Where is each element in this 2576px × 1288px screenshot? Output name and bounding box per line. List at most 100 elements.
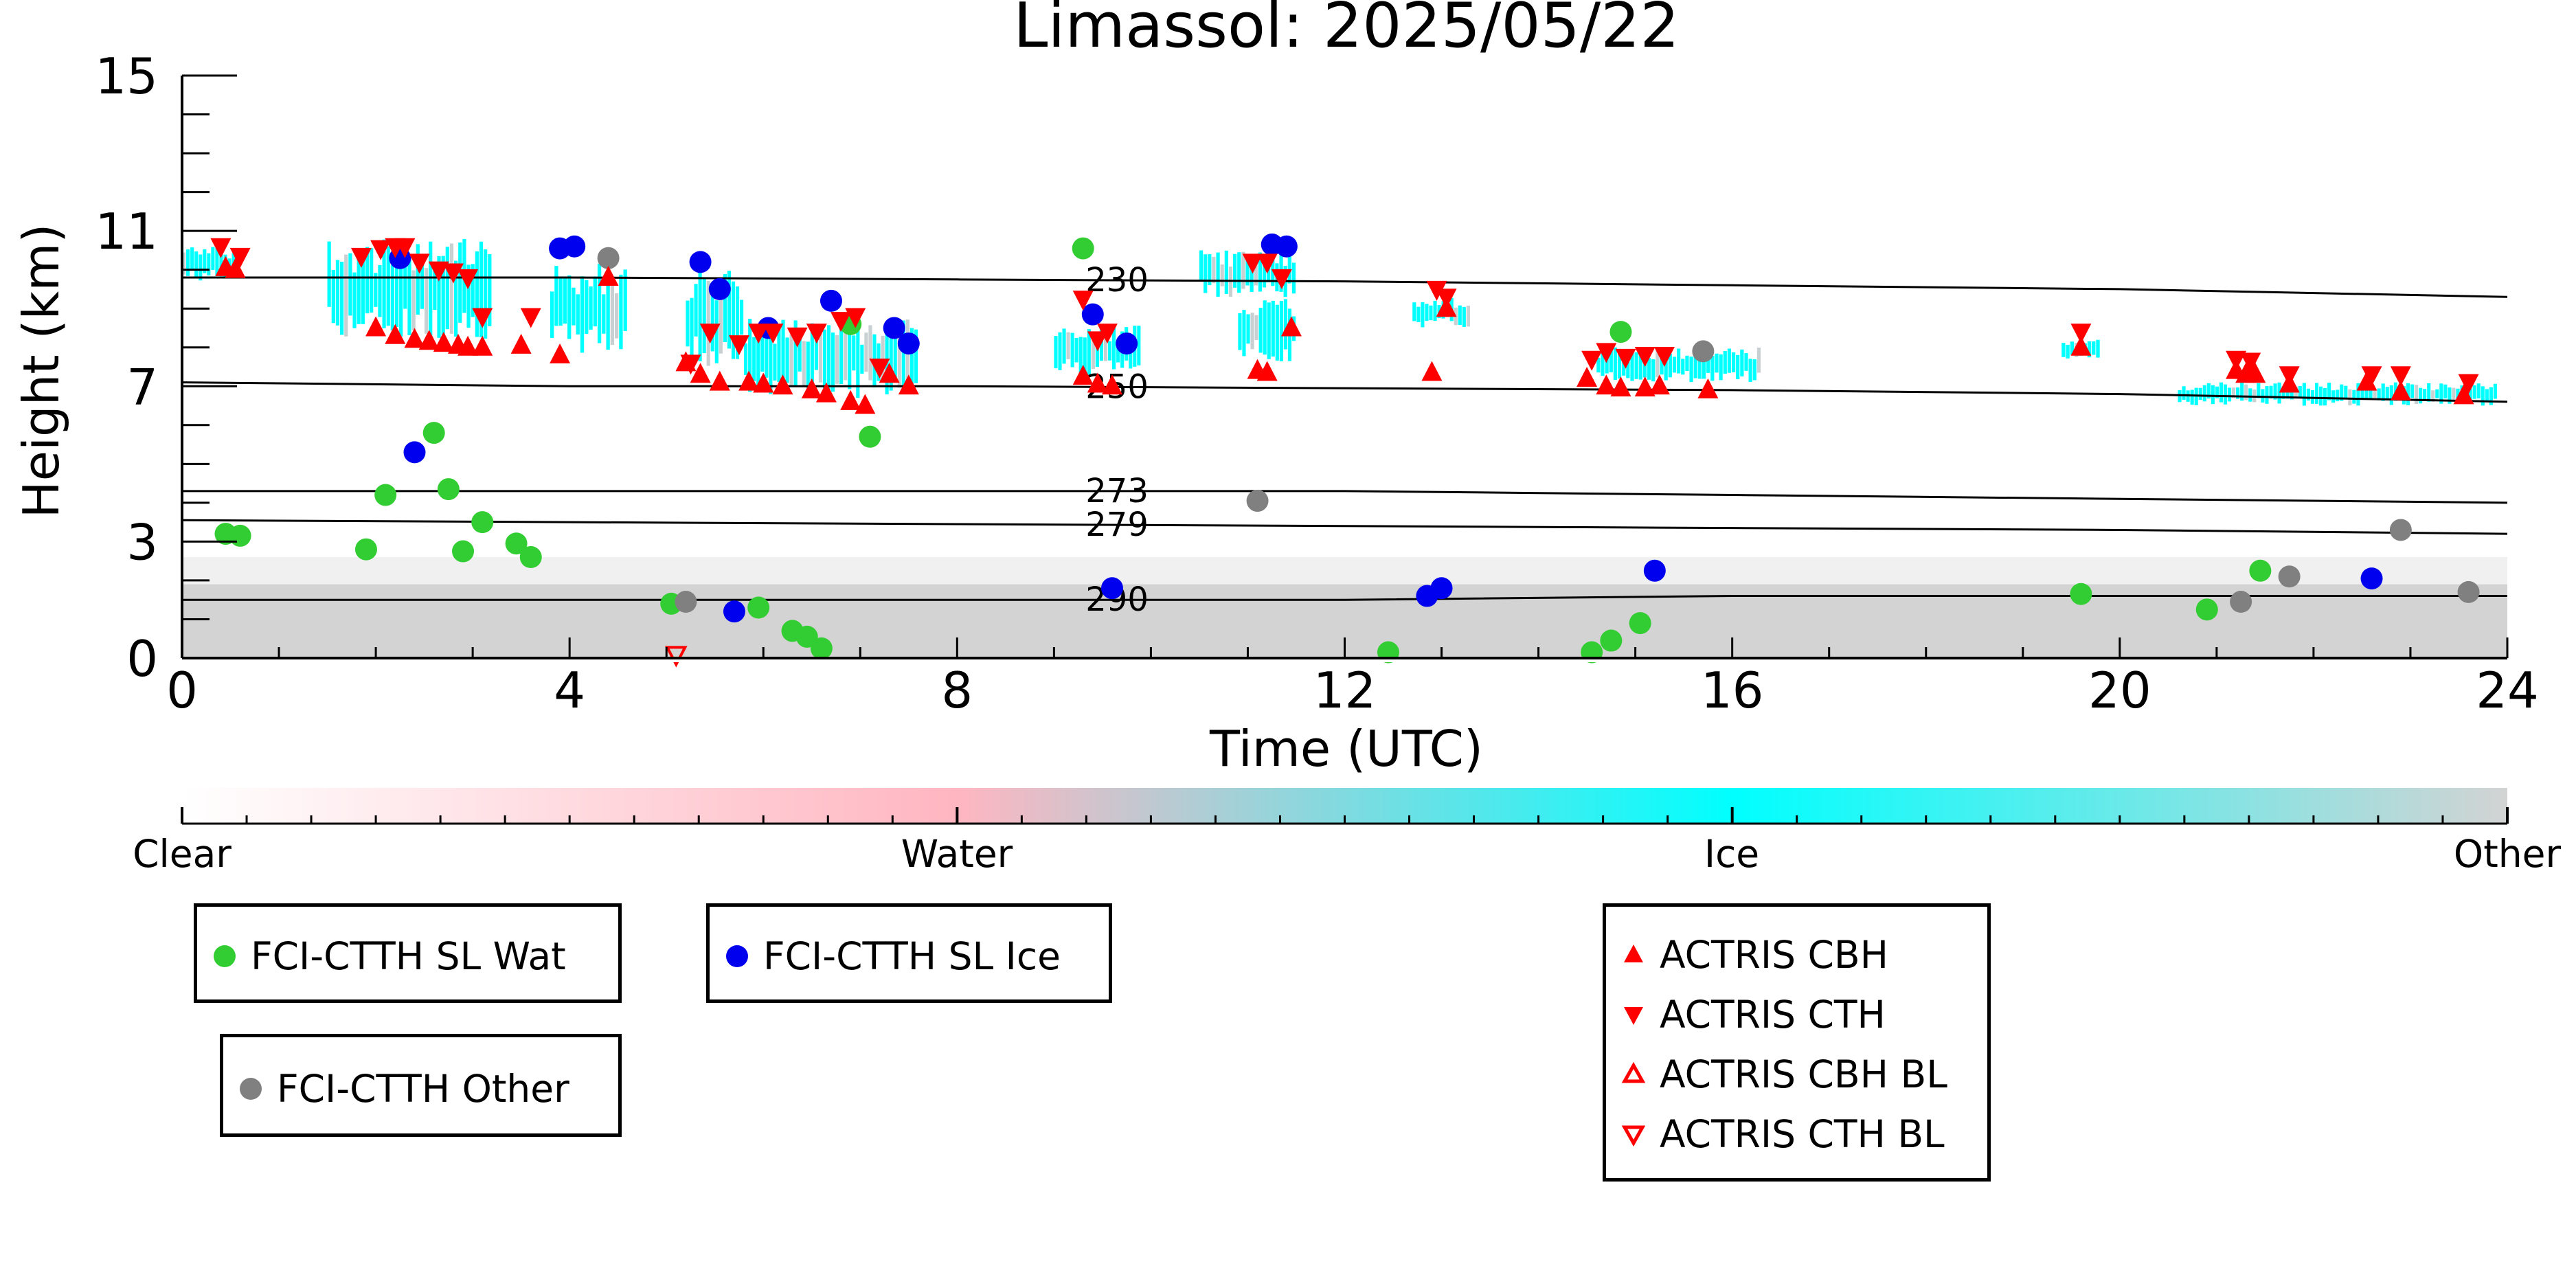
- isotherm-label-230: 230: [1085, 261, 1149, 300]
- data-point: [2278, 565, 2301, 588]
- data-point: [840, 389, 861, 410]
- x-tick-label: 24: [2476, 662, 2539, 719]
- data-point: [810, 637, 833, 659]
- data-point: [365, 316, 387, 337]
- data-point: [897, 332, 920, 355]
- data-point: [409, 253, 430, 274]
- legend-label-actris-cbh: ACTRIS CBH: [1660, 933, 1888, 977]
- isotherm-label-273: 273: [1085, 472, 1149, 510]
- data-point: [2195, 598, 2218, 621]
- data-point: [563, 235, 586, 258]
- data-point: [1072, 291, 1094, 311]
- legend-actris: ACTRIS CBH ACTRIS CTH ACTRIS CBH BL ACTR…: [1603, 903, 1991, 1182]
- data-point: [354, 538, 377, 561]
- isotherm-label-279: 279: [1085, 506, 1149, 544]
- isotherm-279: [181, 519, 2508, 535]
- data-point: [747, 596, 770, 619]
- green-circle-icon: [214, 945, 236, 967]
- data-point: [519, 546, 542, 569]
- data-point: [229, 524, 251, 547]
- data-point: [2230, 591, 2252, 613]
- x-tick-label: 8: [941, 662, 973, 719]
- data-point: [1426, 280, 1447, 301]
- data-point: [428, 261, 449, 282]
- data-point: [1087, 331, 1108, 352]
- legend-label-actris-cth: ACTRIS CTH: [1660, 993, 1886, 1037]
- blue-circle-icon: [726, 945, 748, 967]
- data-point: [1242, 253, 1263, 274]
- data-point: [855, 394, 876, 414]
- data-point: [2245, 363, 2266, 383]
- data-point: [708, 278, 731, 300]
- data-point: [1634, 347, 1656, 368]
- data-point: [845, 308, 866, 328]
- triangle-up-open-icon: [1621, 1061, 1646, 1083]
- data-point: [597, 247, 620, 269]
- data-point: [1697, 378, 1719, 398]
- series-6: [665, 646, 688, 668]
- data-point: [2390, 380, 2411, 400]
- data-point: [1600, 629, 1623, 652]
- y-tick-label: 7: [126, 358, 158, 416]
- cloud-region-ice: [550, 263, 627, 353]
- data-point: [1653, 347, 1675, 368]
- data-point: [2453, 384, 2474, 405]
- data-point: [1087, 372, 1108, 393]
- data-point: [1072, 365, 1094, 385]
- data-point: [2070, 324, 2092, 344]
- data-point: [1072, 237, 1094, 260]
- y-tick-label: 3: [126, 513, 158, 571]
- data-point: [452, 540, 475, 563]
- data-point: [2360, 567, 2383, 590]
- data-point: [689, 251, 712, 273]
- data-point: [709, 370, 730, 391]
- colorbar-label-other: Other: [2454, 832, 2562, 876]
- data-point: [1256, 361, 1278, 381]
- data-point: [748, 324, 769, 344]
- data-point: [1275, 235, 1298, 258]
- data-point: [1102, 374, 1122, 395]
- data-point: [2070, 583, 2092, 605]
- data-point: [370, 240, 392, 260]
- data-point: [422, 422, 445, 444]
- data-point: [690, 363, 711, 383]
- data-point: [1280, 316, 1302, 337]
- data-point: [2389, 519, 2412, 541]
- data-point: [433, 332, 454, 352]
- data-point: [2390, 366, 2411, 387]
- data-point: [472, 335, 493, 356]
- colorbar-label-clear: Clear: [133, 832, 231, 876]
- data-point: [680, 354, 701, 375]
- legend-label-actris-cth-bl: ACTRIS CTH BL: [1660, 1112, 1945, 1156]
- x-axis-label: Time (UTC): [1209, 720, 1483, 778]
- colorbar-label-ice: Ice: [1704, 832, 1759, 876]
- data-point: [1643, 559, 1666, 582]
- data-point: [457, 269, 479, 289]
- data-point: [1581, 350, 1603, 371]
- data-point: [2249, 559, 2272, 582]
- data-point: [699, 324, 721, 344]
- y-tick-label: 11: [95, 203, 158, 260]
- cloud-region-ice: [686, 271, 744, 366]
- data-point: [1577, 366, 1598, 387]
- x-tick-label: 20: [2088, 662, 2151, 719]
- data-point: [1596, 343, 1617, 363]
- isotherm-230: [182, 276, 2508, 298]
- data-point: [738, 370, 760, 391]
- legend-fci-ice: FCI-CTTH SL Ice: [706, 903, 1112, 1003]
- data-point: [1692, 340, 1715, 363]
- data-point: [1649, 374, 1670, 395]
- data-point: [350, 247, 372, 268]
- data-point: [1256, 253, 1278, 274]
- data-point: [510, 333, 532, 354]
- data-point: [1246, 490, 1269, 512]
- isotherm-290: [182, 595, 2507, 601]
- data-point: [723, 600, 745, 623]
- data-point: [1430, 577, 1453, 600]
- data-point: [806, 324, 827, 344]
- data-point: [471, 511, 494, 534]
- data-point: [404, 328, 425, 348]
- data-point: [753, 372, 774, 393]
- triangle-up-icon: [1624, 945, 1643, 962]
